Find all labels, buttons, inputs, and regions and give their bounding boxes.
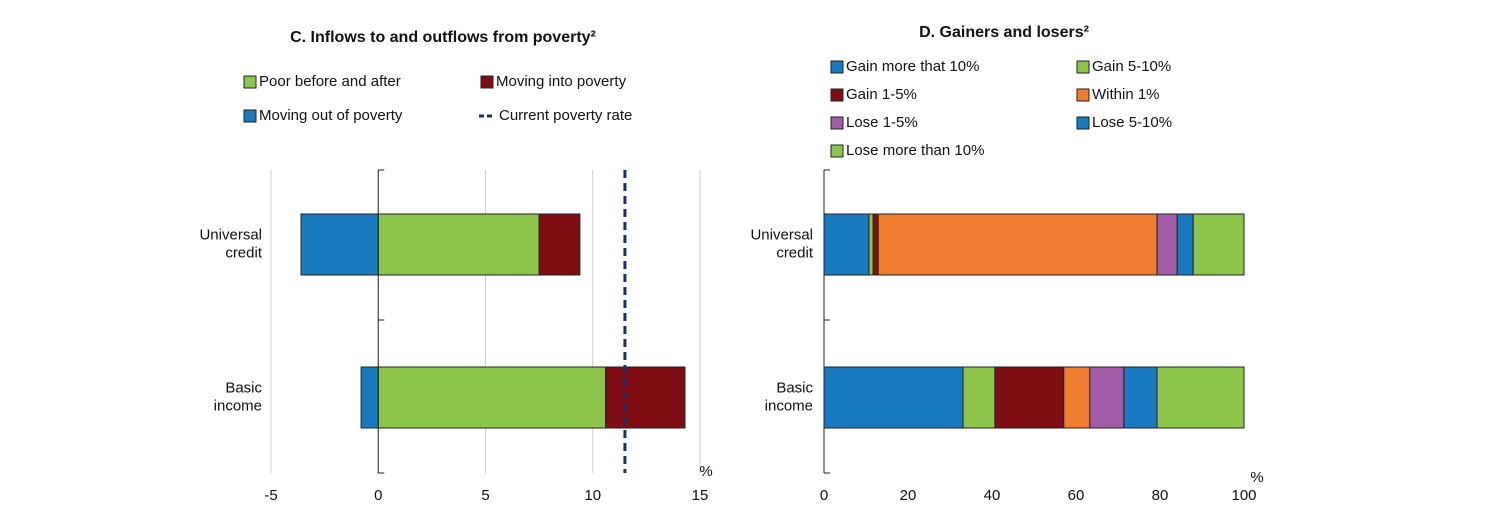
bar-segment: [360, 366, 379, 429]
bar-segment: [962, 366, 996, 429]
legend-label: Lose 1-5%: [846, 114, 918, 131]
legend-swatch: [1076, 116, 1090, 130]
legend-label: Gain more that 10%: [846, 58, 979, 75]
x-tick-label: 60: [1068, 487, 1085, 504]
legend-label: Gain 1-5%: [846, 86, 917, 103]
x-tick-label: -5: [264, 487, 277, 504]
legend-swatch: [830, 88, 844, 102]
legend-swatch: [243, 75, 257, 89]
bar-segment: [823, 213, 870, 276]
bar-segment: [300, 213, 379, 276]
bar-segment: [872, 213, 879, 276]
legend-swatch: [1076, 60, 1090, 74]
bar-segment: [1192, 213, 1245, 276]
category-label: Universal credit: [199, 226, 262, 261]
bar-segment: [1176, 213, 1194, 276]
x-tick-label: 15: [692, 487, 709, 504]
legend-label: Within 1%: [1092, 86, 1160, 103]
legend-swatch: [1076, 88, 1090, 102]
bar-segment: [605, 366, 686, 429]
chart-title: D. Gainers and losers²: [919, 24, 1089, 41]
legend-swatch: [480, 75, 494, 89]
legend-label: Lose more than 10%: [846, 142, 984, 159]
bar-segment: [1156, 213, 1178, 276]
bar-segment: [377, 213, 540, 276]
x-tick-label: 0: [820, 487, 828, 504]
legend-label: Lose 5-10%: [1092, 114, 1172, 131]
x-tick-label: 5: [481, 487, 489, 504]
category-label: Basic income: [765, 379, 814, 414]
bar-segment: [377, 366, 607, 429]
bar-segment: [877, 213, 1158, 276]
bar-segment: [1063, 366, 1091, 429]
x-tick-label: 40: [984, 487, 1001, 504]
x-tick-label: 0: [374, 487, 382, 504]
legend-label: Current poverty rate: [499, 107, 632, 124]
legend-swatch: [830, 116, 844, 130]
chart-title: C. Inflows to and outflows from poverty²: [290, 29, 596, 46]
bar-segment: [868, 213, 874, 276]
legend-label: Gain 5-10%: [1092, 58, 1171, 75]
x-tick-label: 20: [900, 487, 917, 504]
bar-segment: [1089, 366, 1125, 429]
x-tick-label: 10: [584, 487, 601, 504]
category-label: Universal credit: [750, 226, 813, 261]
bar-segment: [1156, 366, 1245, 429]
category-label: Basic income: [214, 379, 263, 414]
bar-segment: [823, 366, 964, 429]
bar-segment: [1123, 366, 1158, 429]
x-unit: %: [699, 463, 712, 480]
legend-label: Moving out of poverty: [259, 107, 403, 124]
bar-segment: [994, 366, 1065, 429]
x-tick-label: 100: [1231, 487, 1256, 504]
legend-swatch: [243, 109, 257, 123]
bar-segment: [538, 213, 581, 276]
legend-swatch: [830, 144, 844, 158]
legend-label: Moving into poverty: [496, 73, 627, 90]
legend-swatch: [830, 60, 844, 74]
x-tick-label: 80: [1152, 487, 1169, 504]
x-unit: %: [1250, 469, 1263, 486]
legend-label: Poor before and after: [259, 73, 401, 90]
